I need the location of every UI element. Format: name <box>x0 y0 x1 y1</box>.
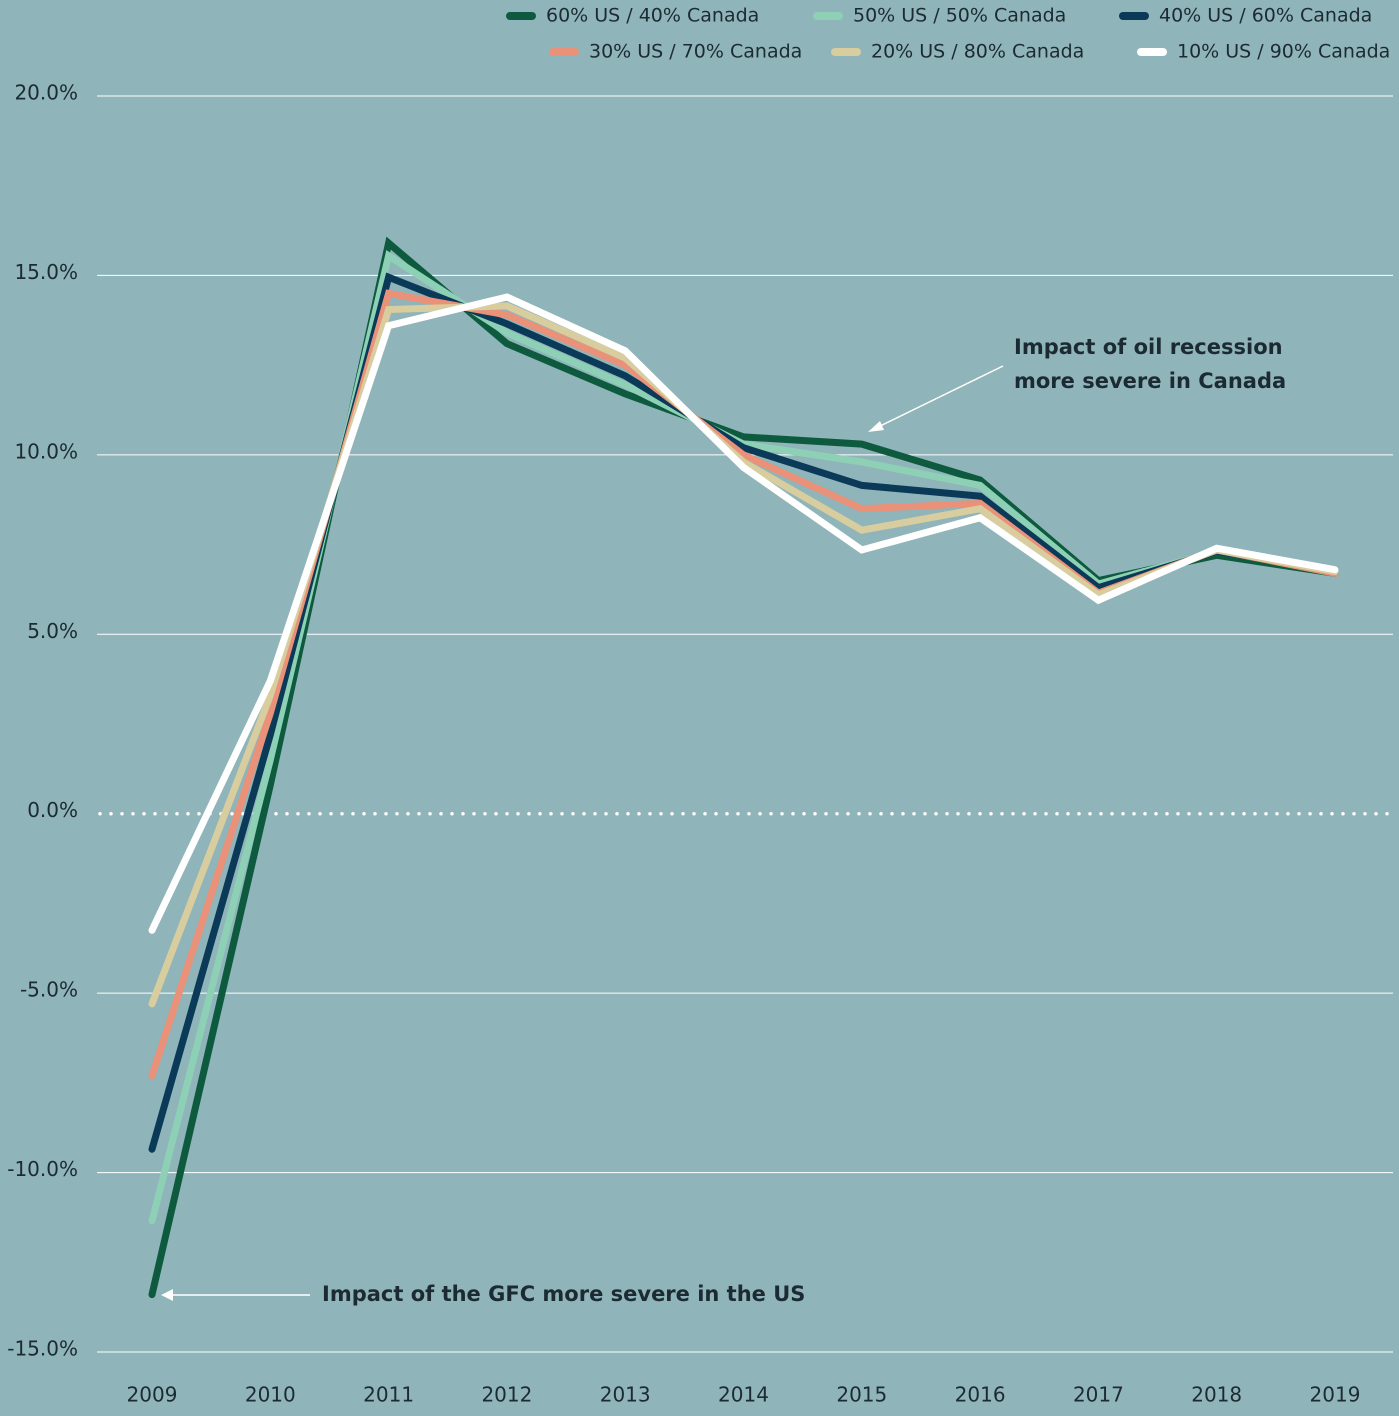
x-tick-label: 2014 <box>718 1383 769 1407</box>
x-tick-label: 2010 <box>245 1383 296 1407</box>
x-tick-label: 2017 <box>1073 1383 1124 1407</box>
x-tick-label: 2018 <box>1191 1383 1242 1407</box>
x-tick-label: 2013 <box>600 1383 651 1407</box>
x-tick-label: 2011 <box>363 1383 414 1407</box>
legend: 60% US / 40% Canada 50% US / 50% Canada 40… <box>506 5 1390 63</box>
annotation-arrowhead <box>868 421 884 432</box>
legend-label: 20% US / 80% Canada <box>871 41 1084 63</box>
annotation-arrow <box>873 365 1004 430</box>
legend-label: 40% US / 60% Canada <box>1159 5 1372 27</box>
y-tick-label: 5.0% <box>27 619 78 643</box>
y-tick-label: -5.0% <box>20 978 78 1002</box>
y-tick-label: 20.0% <box>14 81 78 105</box>
annotation: Impact of the GFC more severe in the US <box>322 1282 805 1306</box>
x-tick-label: 2019 <box>1310 1383 1361 1407</box>
y-tick-label: 0.0% <box>27 798 78 822</box>
x-tick-label: 2009 <box>127 1383 178 1407</box>
annotation: Impact of oil recession <box>1014 335 1283 359</box>
x-tick-label: 2016 <box>955 1383 1006 1407</box>
series-line <box>148 293 1339 934</box>
legend-label: 60% US / 40% Canada <box>546 5 759 27</box>
legend-label: 10% US / 90% Canada <box>1177 41 1390 63</box>
y-tick-label: 10.0% <box>14 439 78 463</box>
y-tick-label: -15.0% <box>7 1337 78 1361</box>
legend-label: 50% US / 50% Canada <box>853 5 1066 27</box>
y-tick-label: 15.0% <box>14 260 78 284</box>
x-tick-label: 2012 <box>481 1383 532 1407</box>
annotation: more severe in Canada <box>1014 369 1286 393</box>
annotation-arrowhead <box>161 1289 173 1301</box>
legend-label: 30% US / 70% Canada <box>589 41 802 63</box>
lines <box>148 236 1339 1299</box>
x-tick-label: 2015 <box>836 1383 887 1407</box>
y-tick-label: -10.0% <box>7 1157 78 1181</box>
